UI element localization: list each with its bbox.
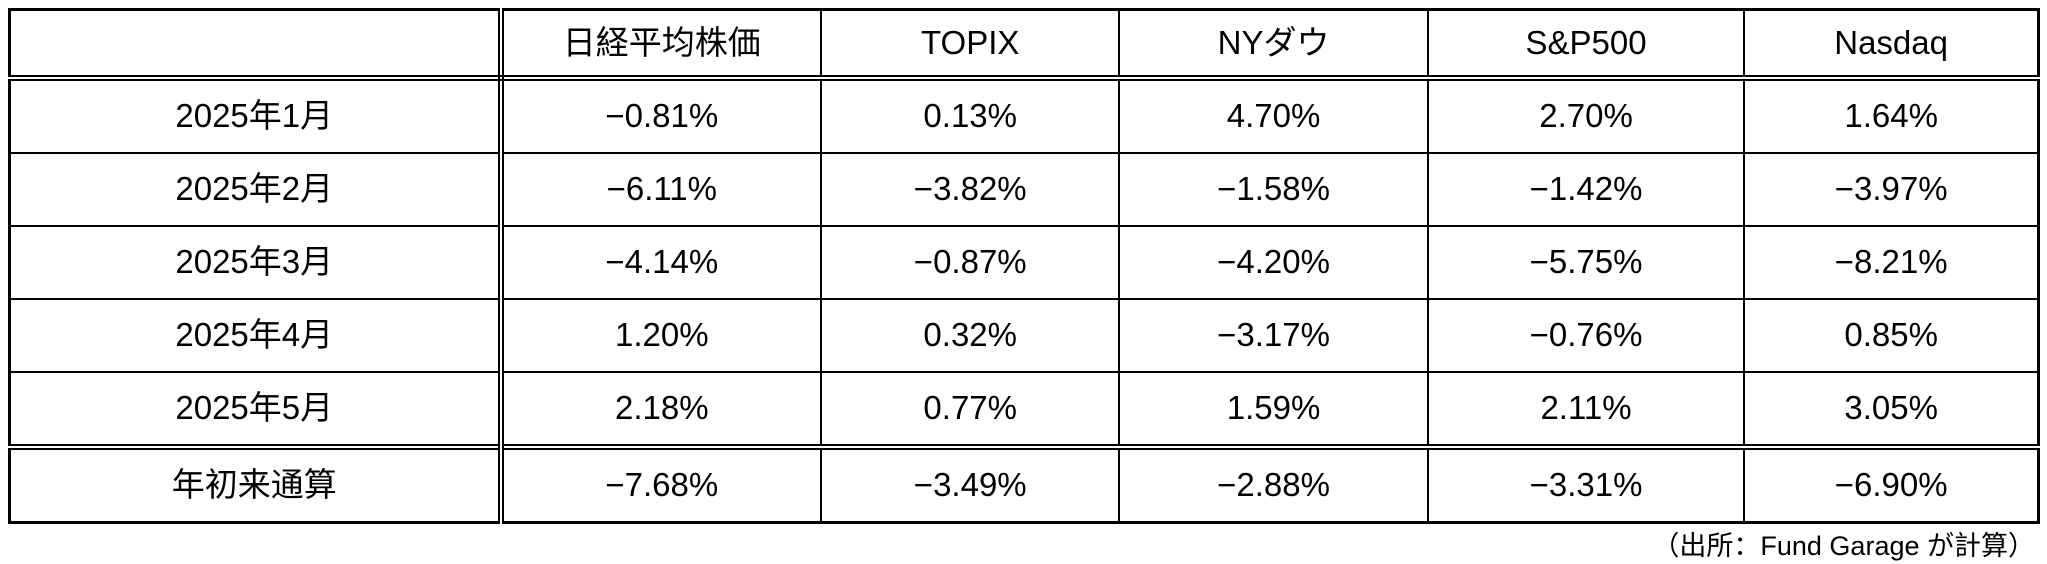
value-cell: 1.59% [1118,371,1429,448]
value-cell: 0.32% [820,298,1121,373]
table-container: 日経平均株価 TOPIX NYダウ S&P500 Nasdaq 2025年1月 … [8,8,2040,524]
value-cell: −1.42% [1426,152,1746,227]
row-label: 2025年4月 [8,298,504,373]
value-cell: 0.77% [820,371,1121,448]
value-cell: −3.49% [820,444,1121,524]
value-cell: −4.20% [1118,225,1429,300]
value-cell: −1.58% [1118,152,1429,227]
row-label: 2025年5月 [8,371,504,448]
value-cell: 4.70% [1118,77,1429,154]
value-cell: −3.82% [820,152,1121,227]
column-header-sp500: S&P500 [1426,8,1746,81]
value-cell: 1.20% [499,298,823,373]
table-row-jan: 2025年1月 −0.81% 0.13% 4.70% 2.70% 1.64% [8,77,2040,154]
monthly-returns-table: 日経平均株価 TOPIX NYダウ S&P500 Nasdaq 2025年1月 … [8,8,2040,524]
value-cell: −6.90% [1743,444,2040,524]
value-cell: −4.14% [499,225,823,300]
value-cell: −3.31% [1426,444,1746,524]
value-cell: 3.05% [1743,371,2040,448]
column-header-nydow: NYダウ [1118,8,1429,81]
value-cell: 0.13% [820,77,1121,154]
value-cell: −0.76% [1426,298,1746,373]
value-cell: −6.11% [499,152,823,227]
row-label: 2025年2月 [8,152,504,227]
value-cell: −2.88% [1118,444,1429,524]
column-header-topix: TOPIX [820,8,1121,81]
table-row-feb: 2025年2月 −6.11% −3.82% −1.58% −1.42% −3.9… [8,152,2040,227]
table-row-ytd-total: 年初来通算 −7.68% −3.49% −2.88% −3.31% −6.90% [8,444,2040,524]
table-row-apr: 2025年4月 1.20% 0.32% −3.17% −0.76% 0.85% [8,298,2040,373]
row-label: 2025年1月 [8,77,504,154]
table-row-mar: 2025年3月 −4.14% −0.87% −4.20% −5.75% −8.2… [8,225,2040,300]
value-cell: −0.87% [820,225,1121,300]
value-cell: −7.68% [499,444,823,524]
value-cell: 2.70% [1426,77,1746,154]
value-cell: 2.11% [1426,371,1746,448]
value-cell: −3.17% [1118,298,1429,373]
row-label: 年初来通算 [8,444,504,524]
value-cell: −0.81% [499,77,823,154]
source-note: （出所：Fund Garage が計算） [1652,531,2035,561]
value-cell: 1.64% [1743,77,2040,154]
value-cell: −8.21% [1743,225,2040,300]
value-cell: 2.18% [499,371,823,448]
column-header-nikkei: 日経平均株価 [499,8,823,81]
value-cell: −3.97% [1743,152,2040,227]
row-label: 2025年3月 [8,225,504,300]
table-row-may: 2025年5月 2.18% 0.77% 1.59% 2.11% 3.05% [8,371,2040,448]
value-cell: 0.85% [1743,298,2040,373]
column-header-nasdaq: Nasdaq [1743,8,2040,81]
header-row: 日経平均株価 TOPIX NYダウ S&P500 Nasdaq [8,8,2040,81]
value-cell: −5.75% [1426,225,1746,300]
corner-cell [8,8,504,81]
